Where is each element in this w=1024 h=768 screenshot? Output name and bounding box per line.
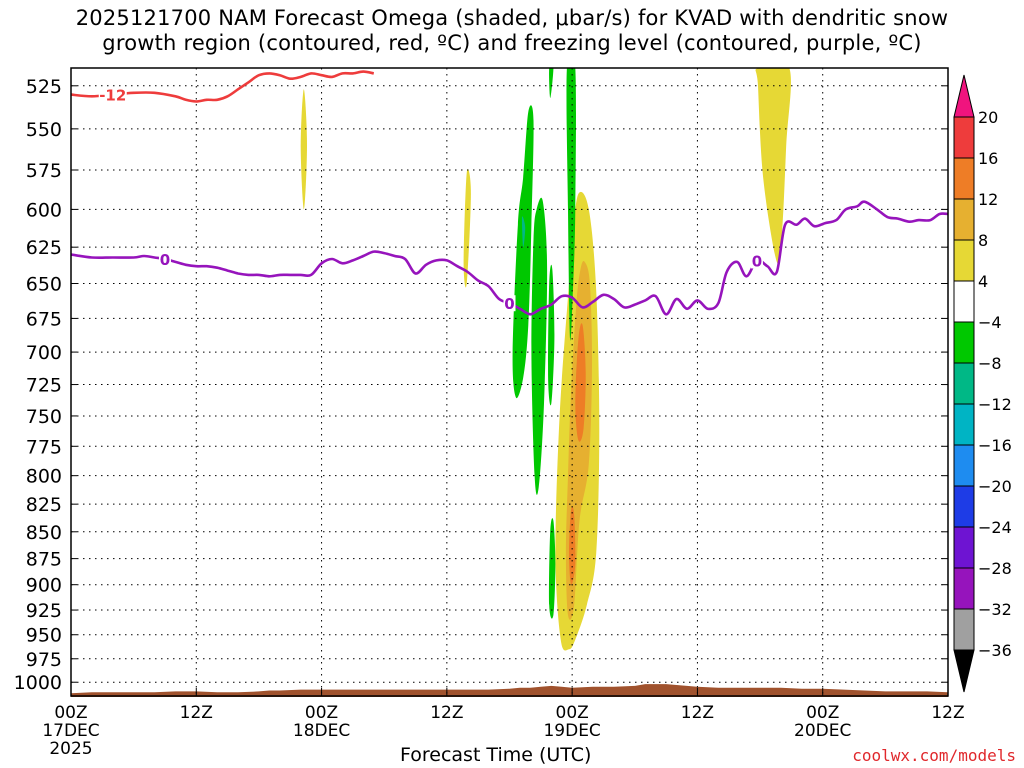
tick-label-y-650: 650	[26, 273, 62, 295]
tick-label-x-2-1: 18DEC	[293, 721, 350, 741]
tick-label-x-0-2: 2025	[49, 739, 92, 759]
omega-shading-layer	[300, 68, 791, 651]
freezing-level-contour-label-2: 0	[752, 252, 762, 270]
omega-region-4	[575, 323, 586, 442]
colorbar-bin-1	[953, 157, 975, 200]
colorbar-label-9: −20	[978, 477, 1012, 496]
colorbar-bin-9	[953, 485, 975, 528]
x-axis-title: Forecast Time (UTC)	[400, 744, 592, 766]
tick-label-y-575: 575	[26, 160, 62, 182]
omega-region-1	[463, 169, 471, 288]
tick-label-y-550: 550	[26, 119, 62, 141]
tick-label-y-875: 875	[26, 549, 62, 571]
colorbar-bin-2	[953, 198, 975, 241]
colorbar-label-13: −36	[978, 641, 1012, 660]
tick-label-y-600: 600	[26, 199, 62, 221]
colorbar-bin-3	[953, 239, 975, 282]
tick-label-x-0-1: 17DEC	[42, 721, 99, 741]
colorbar-bin-7	[953, 403, 975, 446]
colorbar-label-0: 20	[978, 108, 998, 127]
dgz-contour-label-bg-0	[98, 86, 127, 103]
tick-label-x-4-1: 19DEC	[543, 721, 600, 741]
plot-frame	[70, 67, 949, 697]
omega-region-10	[549, 518, 556, 619]
tick-label-y-850: 850	[26, 522, 62, 544]
tick-label-x-4-0: 00Z	[556, 703, 589, 723]
colorbar-bottom-triangle	[953, 649, 975, 693]
omega-region-7	[512, 105, 534, 399]
tick-label-x-1-0: 12Z	[180, 703, 213, 723]
colorbar-label-6: −8	[978, 354, 1002, 373]
colorbar-label-2: 12	[978, 190, 998, 209]
colorbar-label-11: −28	[978, 559, 1012, 578]
colorbar-bin-12	[953, 608, 975, 651]
colorbar-bin-10	[953, 526, 975, 569]
omega-region-12	[566, 68, 576, 341]
chart-title-line-2: growth region (contoured, red, ºC) and f…	[102, 31, 922, 55]
dgz-contour-label-0: -12	[99, 87, 126, 105]
omega-region-6	[755, 68, 791, 265]
freezing-level-contour-label-bg-2	[750, 252, 763, 269]
tick-label-x-6-1: 20DEC	[794, 721, 851, 741]
tick-label-y-675: 675	[26, 308, 62, 330]
colorbar-label-1: 16	[978, 149, 998, 168]
tick-label-y-625: 625	[26, 237, 62, 259]
colorbar-label-10: −24	[978, 518, 1012, 537]
tick-label-x-0-0: 00Z	[54, 703, 87, 723]
freezing-level-contour-label-bg-0	[158, 250, 171, 267]
tick-label-x-7-0: 12Z	[931, 703, 964, 723]
omega-region-5	[569, 506, 576, 585]
tick-label-y-750: 750	[26, 406, 62, 428]
colorbar-label-12: −32	[978, 600, 1012, 619]
tick-label-y-900: 900	[26, 575, 62, 597]
colorbar-bin-0	[953, 116, 975, 159]
colorbar-bin-6	[953, 362, 975, 405]
colorbar-label-7: −12	[978, 395, 1012, 414]
chart-title: 2025121700 NAM Forecast Omega (shaded, μ…	[0, 6, 1024, 56]
tick-label-y-525: 525	[26, 76, 62, 98]
omega-region-0	[300, 89, 307, 210]
tick-label-y-825: 825	[26, 494, 62, 516]
omega-region-8	[531, 197, 548, 495]
freezing-level-contour-label-bg-1	[503, 295, 516, 312]
colorbar-bin-5	[953, 321, 975, 364]
tick-label-y-725: 725	[26, 375, 62, 397]
colorbar-label-3: 8	[978, 231, 988, 250]
terrain-layer	[71, 684, 948, 697]
freezing-level-contour	[71, 200, 948, 316]
tick-label-x-5-0: 12Z	[681, 703, 714, 723]
tick-label-y-975: 975	[26, 649, 62, 671]
omega-region-13	[521, 216, 526, 248]
omega-region-11	[549, 68, 554, 99]
colorbar: 20 16 12 8 4 −4 −8 −12 −16 −20 −24 −28 −32 −36	[953, 74, 1012, 693]
omega-region-9	[548, 264, 555, 406]
colorbar-label-8: −16	[978, 436, 1012, 455]
colorbar-bin-4	[953, 280, 975, 323]
credit-text: coolwx.com/models	[852, 746, 1016, 765]
tick-label-y-700: 700	[26, 342, 62, 364]
tick-label-y-925: 925	[26, 600, 62, 622]
contour-layer: -12 0 0 0	[71, 70, 948, 316]
tick-label-y-800: 800	[26, 466, 62, 488]
tick-label-y-950: 950	[26, 625, 62, 647]
freezing-level-contour-label-1: 0	[504, 295, 514, 313]
colorbar-bin-11	[953, 567, 975, 610]
colorbar-top-triangle	[953, 74, 975, 118]
tick-label-x-6-0: 00Z	[806, 703, 839, 723]
colorbar-label-4: 4	[978, 272, 988, 291]
axes-layer: 525 550 575 600 625 650 675 700 725 750 775 800 825 8…	[14, 67, 965, 759]
dgz-contour	[71, 70, 375, 103]
colorbar-label-5: −4	[978, 313, 1002, 332]
tick-label-x-3-0: 12Z	[430, 703, 463, 723]
tick-label-y-775: 775	[26, 436, 62, 458]
terrain-surface	[71, 684, 948, 697]
colorbar-bin-8	[953, 444, 975, 487]
chart-title-line-1: 2025121700 NAM Forecast Omega (shaded, μ…	[75, 6, 949, 30]
tick-label-y-1000: 1000	[14, 672, 62, 694]
tick-label-x-2-0: 00Z	[305, 703, 338, 723]
freezing-level-contour-label-0: 0	[160, 251, 170, 269]
grid-lines	[71, 68, 948, 696]
